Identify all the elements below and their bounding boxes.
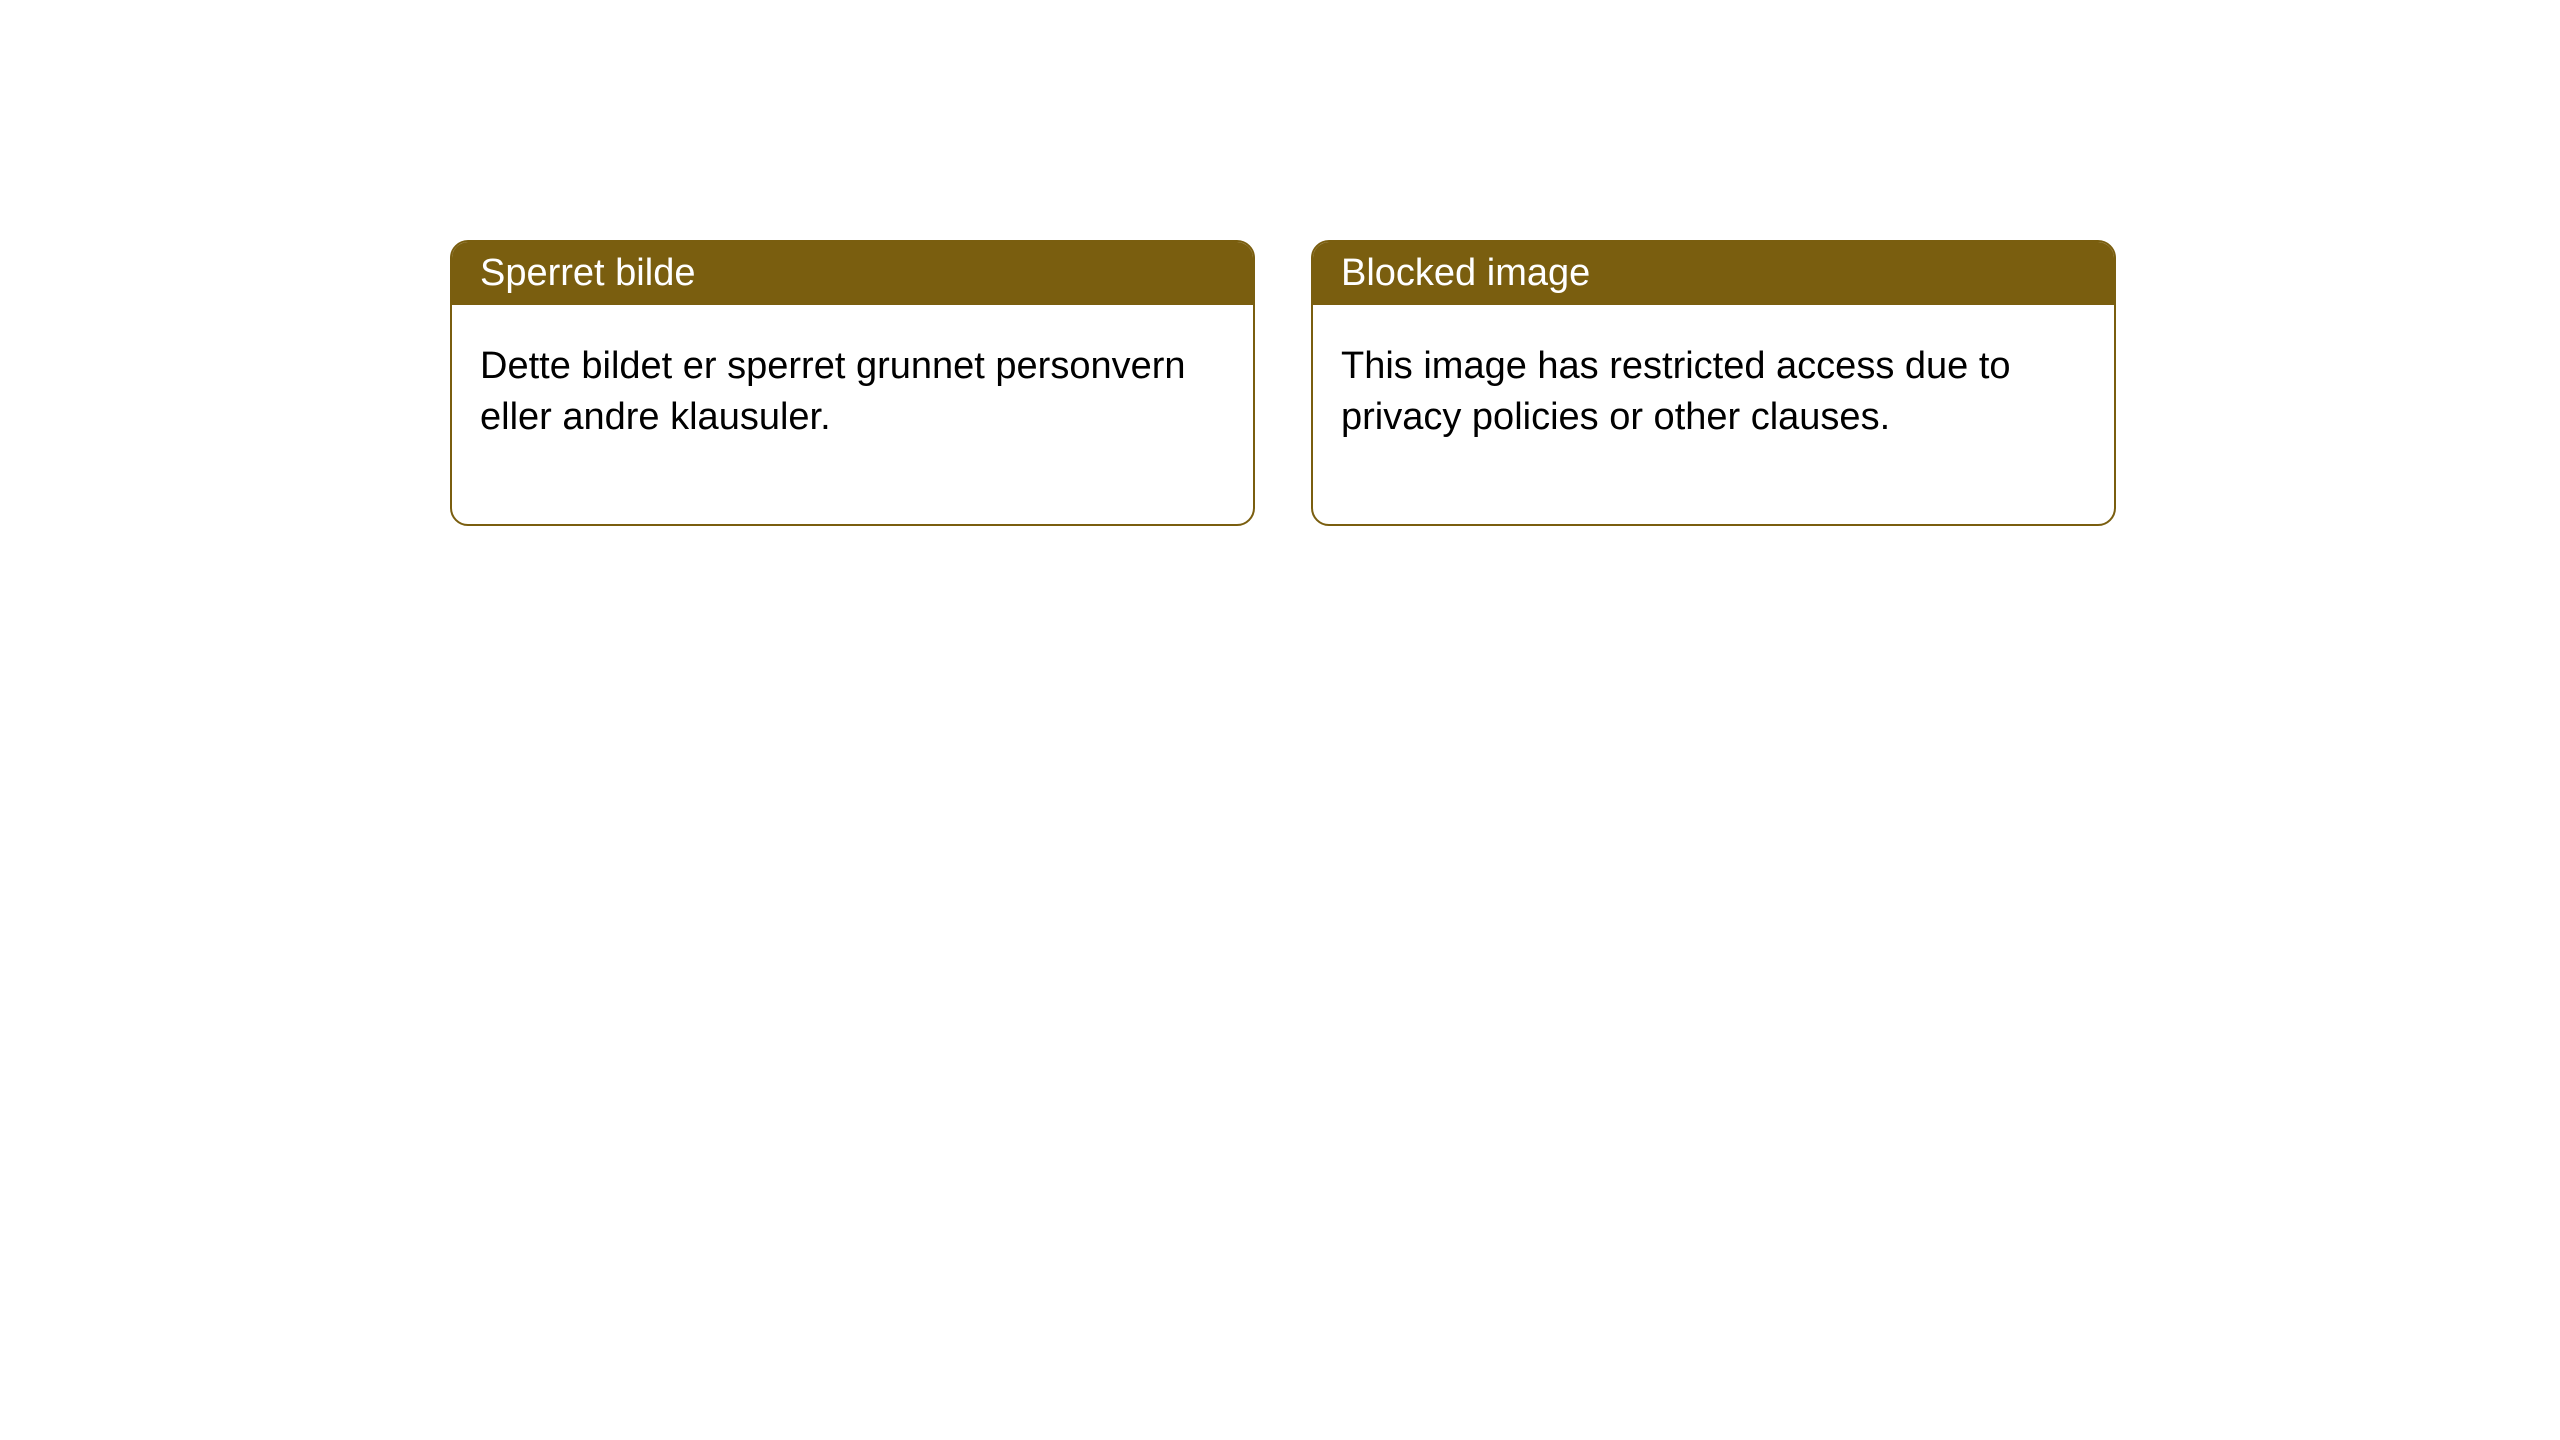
notice-card-english: Blocked image This image has restricted … — [1311, 240, 2116, 526]
notice-container: Sperret bilde Dette bildet er sperret gr… — [450, 240, 2116, 526]
notice-body: This image has restricted access due to … — [1313, 305, 2114, 524]
notice-title: Sperret bilde — [452, 242, 1253, 305]
notice-card-norwegian: Sperret bilde Dette bildet er sperret gr… — [450, 240, 1255, 526]
notice-title: Blocked image — [1313, 242, 2114, 305]
notice-body: Dette bildet er sperret grunnet personve… — [452, 305, 1253, 524]
